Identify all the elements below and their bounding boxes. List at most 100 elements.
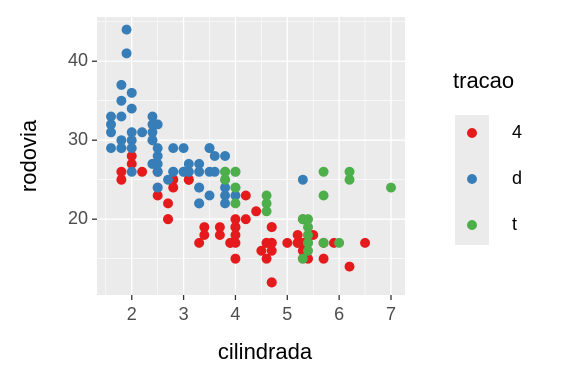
point (303, 245, 314, 256)
point (209, 151, 220, 161)
point (303, 222, 314, 233)
point (230, 229, 241, 240)
legend-label: t (512, 214, 517, 234)
x-tick-label: 2 (127, 304, 137, 324)
point (152, 182, 163, 193)
point (230, 237, 241, 248)
point (152, 190, 163, 201)
point (292, 229, 303, 240)
point (266, 237, 277, 248)
point (126, 127, 137, 138)
point (116, 111, 127, 122)
point (204, 143, 215, 154)
point (126, 135, 137, 146)
point (220, 182, 231, 193)
point (318, 166, 329, 177)
x-tick-label: 4 (230, 304, 240, 324)
point (303, 214, 314, 225)
point (251, 206, 262, 217)
point (194, 182, 205, 193)
point (183, 174, 194, 185)
point (220, 151, 231, 161)
legend-title: tracao (453, 68, 514, 93)
point (168, 166, 179, 177)
point (168, 143, 179, 154)
point (199, 222, 210, 233)
point (282, 237, 293, 248)
point (116, 166, 127, 177)
point (121, 48, 132, 59)
point (318, 237, 329, 248)
point (261, 253, 272, 264)
point (297, 174, 308, 185)
x-tick-label: 3 (179, 304, 189, 324)
x-tick-label: 6 (334, 304, 344, 324)
y-axis-label: rodovia (16, 119, 41, 192)
point (230, 198, 241, 209)
point (297, 253, 308, 264)
point (126, 87, 137, 98)
point (230, 182, 241, 193)
point (194, 237, 205, 248)
point (163, 214, 174, 225)
point (261, 206, 272, 217)
x-tick-label: 7 (386, 304, 396, 324)
panel (97, 17, 405, 295)
point (204, 190, 215, 201)
x-axis-label: cilindrada (218, 339, 313, 364)
point (116, 135, 127, 146)
point (194, 166, 205, 177)
point (230, 253, 241, 264)
point (230, 190, 241, 201)
point (126, 166, 137, 177)
point (194, 158, 205, 169)
legend-label: 4 (512, 122, 522, 142)
point (344, 166, 355, 177)
point (334, 237, 345, 248)
point (106, 119, 116, 130)
point (266, 245, 277, 256)
y-tick-label: 30 (68, 129, 88, 149)
point (168, 182, 179, 193)
point (230, 222, 241, 233)
point (121, 24, 132, 35)
point (116, 143, 127, 154)
x-tick-label: 5 (282, 304, 292, 324)
point (386, 182, 396, 193)
point (318, 190, 329, 201)
point (126, 143, 137, 154)
point (126, 103, 137, 114)
point (106, 143, 116, 154)
point (318, 253, 329, 264)
point (152, 143, 163, 154)
point (240, 214, 251, 225)
point (204, 166, 215, 177)
point (220, 198, 231, 209)
point (360, 237, 371, 248)
point (126, 158, 137, 169)
point (178, 166, 189, 177)
legend-swatch (467, 174, 477, 184)
point (152, 119, 163, 130)
point (230, 166, 241, 177)
legend-swatch (467, 220, 477, 230)
point (106, 111, 116, 122)
point (266, 222, 277, 233)
point (106, 127, 116, 138)
point (183, 158, 194, 169)
point (240, 190, 251, 201)
point (214, 222, 225, 233)
y-tick-label: 40 (68, 50, 88, 70)
point (126, 151, 137, 161)
point (303, 229, 314, 240)
y-tick-label: 20 (68, 208, 88, 228)
point (199, 229, 210, 240)
point (147, 111, 158, 122)
point (178, 143, 189, 154)
point (220, 174, 231, 185)
point (147, 127, 158, 138)
point (152, 166, 163, 177)
point (137, 127, 148, 138)
point (261, 198, 272, 209)
